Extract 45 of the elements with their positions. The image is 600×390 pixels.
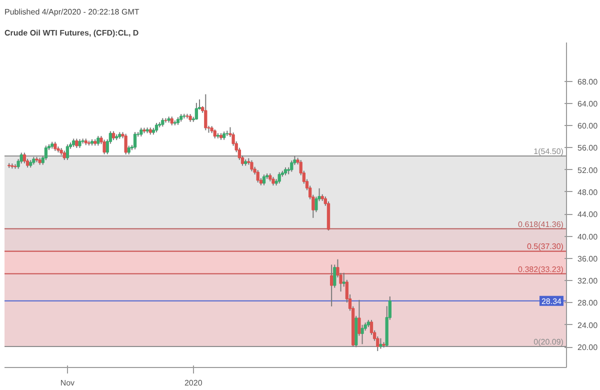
chart-title: Crude Oil WTI Futures, (CFD):CL, D <box>4 28 139 38</box>
ref-line-label: 28.34 <box>541 296 562 306</box>
x-tick-label: 2020 <box>184 378 203 388</box>
candlestick <box>250 160 254 172</box>
candlestick <box>102 139 106 155</box>
candlestick <box>330 264 334 307</box>
candlestick <box>133 132 137 150</box>
y-tick-label: 32.00 <box>578 276 598 286</box>
candlestick <box>44 145 48 161</box>
y-tick-label: 52.00 <box>578 166 598 175</box>
candlestick <box>290 160 294 172</box>
ref-line-label: 0.382(33.23) <box>518 264 564 274</box>
candlestick <box>194 102 198 120</box>
candlestick <box>262 174 266 186</box>
candlestick <box>96 135 100 146</box>
candlestick <box>22 152 26 164</box>
ref-line-label: 0.618(41.36) <box>518 220 564 229</box>
candlestick <box>124 133 128 156</box>
text: Published 4/Apr/2020 - 20:22:18 GMT <box>4 8 140 16</box>
y-tick-label: 44.00 <box>578 210 598 220</box>
y-tick-label: 68.00 <box>578 77 598 86</box>
ref-line-label: 1(54.50) <box>534 147 564 156</box>
candlestick <box>342 272 346 288</box>
y-tick-label: 20.00 <box>578 343 598 352</box>
candlestick <box>66 144 70 160</box>
y-tick-label: 60.00 <box>578 122 598 131</box>
y-tick-label: 40.00 <box>578 232 598 242</box>
candlestick <box>204 94 208 131</box>
y-tick-label: 36.00 <box>578 254 598 264</box>
y-tick-label: 24.00 <box>578 320 598 330</box>
candlestick <box>379 338 382 350</box>
y-tick-label: 28.00 <box>578 298 598 308</box>
candlestick <box>154 122 158 133</box>
ref-line-label: 0(20.09) <box>534 338 564 347</box>
candlestick <box>75 138 78 148</box>
ref-line-label: 0.5(37.30) <box>526 242 564 252</box>
candlestick <box>360 324 364 345</box>
candlestick <box>54 141 57 152</box>
y-tick-label: 64.00 <box>578 99 598 108</box>
candlestick <box>278 172 281 184</box>
y-tick-label: 48.00 <box>578 188 598 197</box>
candlestick <box>256 170 260 184</box>
y-tick-label: 56.00 <box>578 144 598 153</box>
x-tick-label: Nov <box>60 378 75 388</box>
candlestick <box>62 150 66 160</box>
